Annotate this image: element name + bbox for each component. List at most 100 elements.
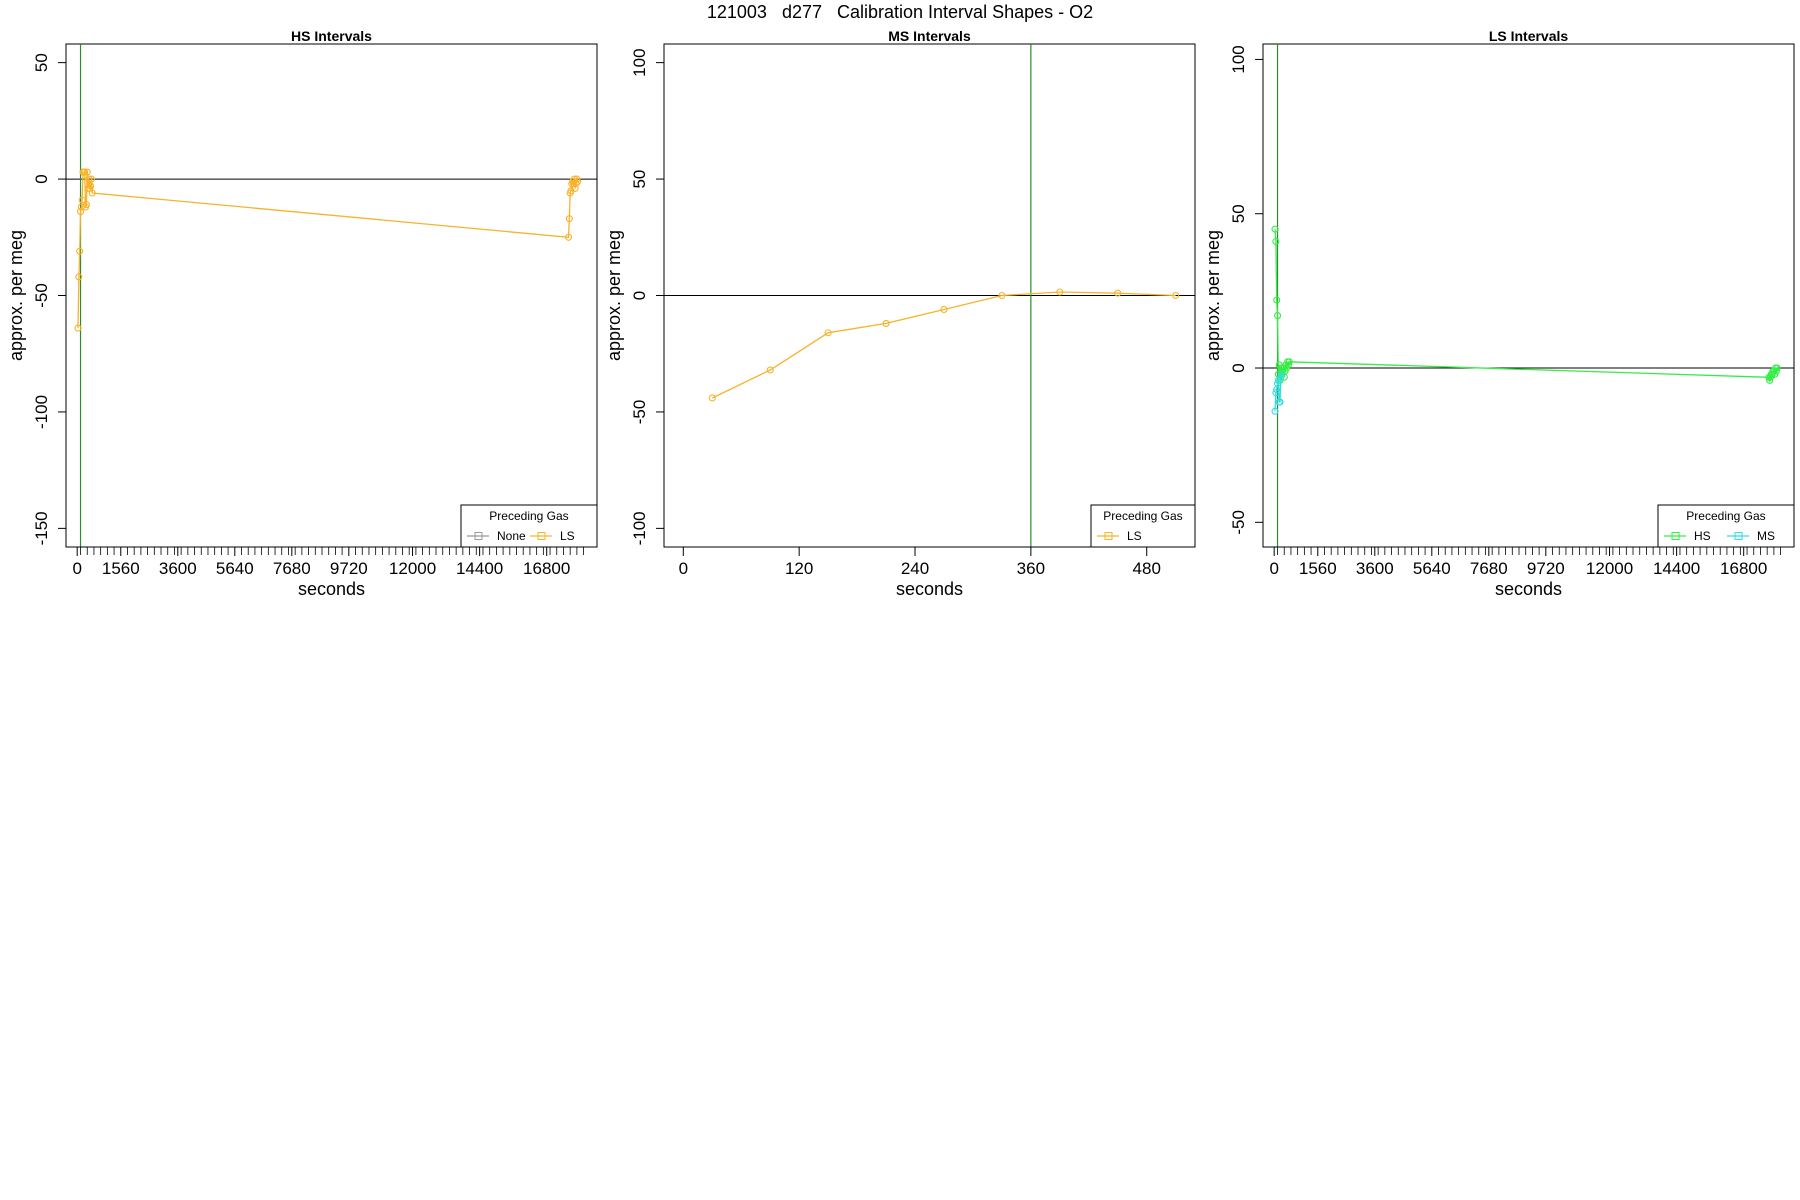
data-point bbox=[1285, 358, 1293, 366]
legend-swatch-marker bbox=[537, 532, 546, 540]
x-tick-label: 12000 bbox=[389, 559, 436, 578]
legend-entry-label: None bbox=[497, 529, 526, 543]
data-point bbox=[1272, 237, 1280, 246]
chart-panel-3: LS Intervals 0 1560 3600 5640 7680 9720 12000 14… bbox=[1203, 28, 1795, 599]
legend-entry-label: MS bbox=[1757, 529, 1775, 543]
x-tick-label: 12000 bbox=[1586, 559, 1633, 578]
data-point bbox=[1272, 389, 1280, 397]
legend-title: Preceding Gas bbox=[489, 509, 568, 523]
x-tick-label: 9720 bbox=[330, 559, 368, 578]
x-tick-label: 7680 bbox=[1470, 559, 1508, 578]
y-tick-label: 0 bbox=[1229, 363, 1248, 372]
x-tick-label: 5640 bbox=[1413, 559, 1451, 578]
x-tick-label: 5640 bbox=[216, 559, 254, 578]
data-point bbox=[83, 168, 91, 176]
data-point bbox=[87, 182, 95, 190]
series-line bbox=[712, 291, 1176, 399]
data-point bbox=[1271, 407, 1279, 415]
y-tick-label: -100 bbox=[32, 395, 51, 429]
y-tick-label: -150 bbox=[32, 511, 51, 545]
data-point bbox=[940, 305, 948, 314]
data-point bbox=[85, 175, 93, 183]
y-tick-label: -50 bbox=[630, 400, 649, 425]
plot-frame bbox=[65, 43, 598, 548]
legend-entry-label: LS bbox=[1127, 529, 1142, 543]
data-point bbox=[78, 196, 86, 204]
legend-swatch-marker bbox=[1734, 532, 1743, 540]
y-axis-label: approx. per meg bbox=[6, 230, 26, 361]
series-line bbox=[1274, 229, 1778, 383]
x-tick-label: 16800 bbox=[523, 559, 570, 578]
data-point bbox=[564, 233, 573, 241]
data-point bbox=[565, 215, 573, 223]
panel-title: LS Intervals bbox=[1489, 28, 1569, 44]
y-tick-label: -50 bbox=[1229, 510, 1248, 535]
data-point bbox=[1273, 296, 1281, 304]
legend-box bbox=[460, 504, 598, 548]
x-tick-label: 240 bbox=[901, 559, 929, 578]
data-point bbox=[75, 273, 83, 281]
x-tick-label: 1560 bbox=[102, 559, 140, 578]
legend: Preceding Gas None LS bbox=[460, 504, 598, 548]
y-tick-label: -100 bbox=[630, 511, 649, 545]
data-point bbox=[1114, 289, 1122, 297]
data-point bbox=[1772, 367, 1780, 375]
y-tick-label: 0 bbox=[32, 174, 51, 183]
data-point bbox=[1277, 373, 1285, 381]
legend-title: Preceding Gas bbox=[1686, 509, 1765, 523]
figure-title: 121003 d277 Calibration Interval Shapes … bbox=[706, 2, 1094, 22]
data-point bbox=[574, 177, 582, 185]
data-point bbox=[76, 208, 85, 216]
data-point bbox=[1278, 370, 1286, 378]
y-tick-label: 50 bbox=[32, 53, 51, 72]
data-point bbox=[708, 394, 716, 402]
panel-title: HS Intervals bbox=[291, 28, 372, 44]
x-tick-label: 0 bbox=[72, 559, 81, 578]
series-line bbox=[77, 171, 579, 329]
x-tick-label: 7680 bbox=[273, 559, 311, 578]
legend-entry-label: HS bbox=[1694, 529, 1711, 543]
legend-title: Preceding Gas bbox=[1103, 509, 1182, 523]
data-point bbox=[766, 366, 774, 374]
chart-panel-2: MS Intervals 0 120 240 360 480 seconds 100 50 0 -5… bbox=[604, 28, 1196, 599]
legend-entry-label: LS bbox=[560, 529, 575, 543]
y-tick-label: -50 bbox=[32, 283, 51, 308]
data-point bbox=[1273, 312, 1282, 320]
data-point bbox=[1273, 379, 1282, 387]
data-point bbox=[87, 175, 95, 183]
data-point bbox=[1773, 364, 1781, 372]
legend-box bbox=[1657, 504, 1795, 548]
x-tick-label: 16800 bbox=[1720, 559, 1767, 578]
data-point bbox=[1056, 288, 1064, 296]
legend-swatch-marker bbox=[1104, 532, 1113, 540]
data-point bbox=[76, 247, 84, 255]
data-point bbox=[81, 168, 89, 176]
x-axis-label: seconds bbox=[298, 579, 365, 599]
x-tick-label: 1560 bbox=[1299, 559, 1337, 578]
x-tick-label: 0 bbox=[679, 559, 688, 578]
chart-panel-1: HS Intervals 0 1560 3600 5640 7680 9720 12000 14… bbox=[6, 28, 598, 599]
x-tick-label: 14400 bbox=[456, 559, 503, 578]
y-tick-label: 100 bbox=[1229, 45, 1248, 73]
x-tick-label: 9720 bbox=[1527, 559, 1565, 578]
y-tick-label: 50 bbox=[1229, 204, 1248, 223]
data-point bbox=[882, 319, 890, 327]
data-point bbox=[1276, 398, 1284, 406]
x-tick-label: 14400 bbox=[1653, 559, 1700, 578]
data-point bbox=[571, 184, 579, 192]
panel-title: MS Intervals bbox=[888, 28, 971, 44]
x-tick-label: 120 bbox=[785, 559, 813, 578]
data-point bbox=[1284, 361, 1292, 369]
data-point bbox=[1766, 376, 1774, 384]
x-axis-label: seconds bbox=[896, 579, 963, 599]
y-tick-label: 50 bbox=[630, 170, 649, 189]
data-point bbox=[74, 324, 82, 332]
data-point bbox=[998, 291, 1006, 300]
x-tick-label: 480 bbox=[1133, 559, 1161, 578]
x-tick-label: 3600 bbox=[159, 559, 197, 578]
y-axis-label: approx. per meg bbox=[1203, 230, 1223, 361]
x-tick-label: 3600 bbox=[1356, 559, 1394, 578]
legend-swatch-marker bbox=[474, 532, 483, 540]
data-point bbox=[824, 329, 832, 337]
